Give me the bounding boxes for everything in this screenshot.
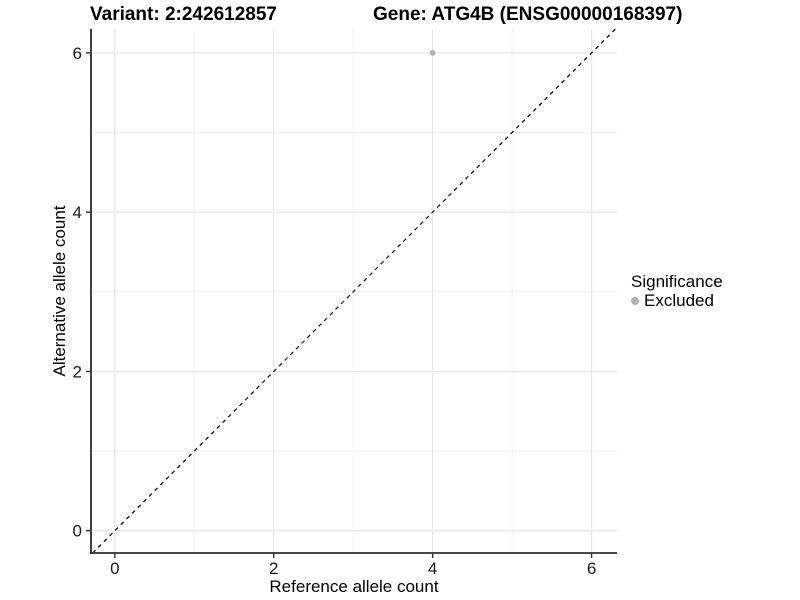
identity-line	[92, 28, 616, 554]
x-tick-label: 6	[587, 559, 596, 578]
y-tick-label: 0	[73, 522, 82, 541]
data-point	[429, 49, 436, 56]
legend: Significance Excluded	[631, 272, 723, 310]
legend-item-label: Excluded	[644, 291, 714, 310]
y-tick-label: 4	[73, 203, 82, 222]
legend-item-excluded: Excluded	[631, 291, 723, 310]
x-tick-label: 2	[269, 559, 278, 578]
plot-title-gene: Gene: ATG4B (ENSG00000168397)	[373, 4, 683, 25]
y-tick-label: 2	[73, 362, 82, 381]
y-axis-title: Alternative allele count	[50, 205, 69, 377]
x-tick-label: 4	[428, 559, 437, 578]
x-axis-title: Reference allele count	[269, 577, 439, 596]
x-tick-label: 0	[110, 559, 119, 578]
legend-point-icon	[631, 296, 639, 305]
y-tick-label: 6	[73, 44, 82, 63]
plot-title-variant: Variant: 2:242612857	[90, 4, 277, 25]
legend-title: Significance	[631, 272, 723, 291]
